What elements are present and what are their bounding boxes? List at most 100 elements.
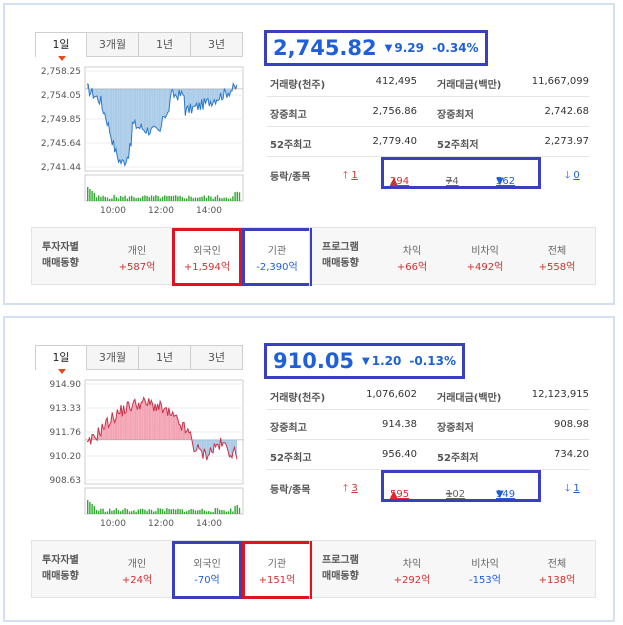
- price-area-segment: [143, 88, 145, 133]
- x-tick-label: 14:00: [196, 519, 222, 526]
- arrow-down-icon: 🡓: [565, 170, 571, 181]
- y-tick-label: 2,745.64: [41, 139, 81, 149]
- price-area-segment: [147, 88, 149, 135]
- tab-1day[interactable]: 1일: [35, 32, 87, 61]
- week52-high-label: 52주최고: [270, 140, 312, 151]
- volume-bar: [102, 508, 104, 514]
- tab-3months[interactable]: 3개월: [87, 345, 139, 370]
- upper-limit-link[interactable]: 3: [351, 483, 358, 494]
- price-area-segment: [206, 88, 209, 100]
- price-area-segment: [195, 88, 197, 107]
- triangle-down-icon: ▼: [496, 176, 504, 187]
- tab-1day[interactable]: 1일: [35, 345, 87, 374]
- price-area-segment: [162, 88, 164, 117]
- volume-bar: [150, 195, 153, 201]
- program-name: 비차익: [471, 246, 499, 257]
- change-percent: -0.13%: [409, 354, 456, 368]
- volume-bar: [124, 195, 126, 201]
- volume-bar: [238, 192, 241, 201]
- x-tick-label: 10:00: [100, 519, 126, 526]
- price-area-segment: [216, 88, 219, 101]
- triangle-up-icon: ▲: [390, 489, 398, 500]
- price-area-segment: [109, 422, 111, 440]
- volume-bar: [232, 511, 234, 514]
- volume-bar: [133, 510, 135, 514]
- tab-1year[interactable]: 1년: [139, 345, 191, 370]
- price-area-segment: [186, 88, 188, 108]
- volume-bar: [192, 198, 194, 201]
- program-value: +292억: [393, 575, 431, 586]
- price-area-segment: [144, 88, 147, 134]
- price-area-segment: [173, 415, 176, 440]
- volume-bar: [210, 511, 212, 514]
- falling-link[interactable]: 562: [496, 176, 516, 187]
- y-tick-label: 914.90: [50, 380, 82, 390]
- volume-bar: [128, 196, 131, 201]
- price-area-segment: [110, 88, 113, 146]
- volume-bar: [93, 193, 95, 201]
- price-area-segment: [137, 402, 139, 440]
- x-tick-label: 12:00: [148, 206, 174, 213]
- advance-decline-label: 등락/종목: [270, 172, 311, 183]
- lower-limit-link[interactable]: 0: [573, 170, 580, 181]
- volume-bar: [216, 508, 219, 514]
- tab-3months[interactable]: 3개월: [87, 32, 139, 57]
- volume-bar: [168, 509, 170, 514]
- tab-3years[interactable]: 3년: [191, 345, 243, 370]
- lower-limit-count[interactable]: 🡓 1: [565, 481, 580, 498]
- volume-bar: [115, 197, 117, 201]
- upper-limit-count[interactable]: 🡑 1: [343, 168, 358, 185]
- program-value: +138억: [538, 575, 576, 586]
- program-title: 프로그램 매매동향: [322, 240, 359, 272]
- volume-bar: [219, 197, 221, 201]
- amount-label: 거래대금(백만): [437, 80, 502, 91]
- volume-bar: [183, 198, 186, 201]
- price-area-segment: [137, 88, 139, 128]
- tab-1year[interactable]: 1년: [139, 32, 191, 57]
- lower-limit-link[interactable]: 1: [573, 483, 580, 494]
- price-area-segment: [144, 400, 147, 440]
- volume-bar: [219, 509, 221, 514]
- volume-bar: [175, 195, 177, 201]
- flat-link[interactable]: 74: [446, 176, 459, 187]
- price-area-segment: [109, 88, 111, 138]
- upper-limit-link[interactable]: 1: [351, 170, 358, 181]
- dash-icon: ━: [446, 489, 453, 500]
- tab-3years[interactable]: 3년: [191, 32, 243, 57]
- volume-bar: [135, 198, 137, 201]
- volume-bar: [139, 198, 142, 201]
- rising-link[interactable]: 294: [390, 176, 410, 187]
- price-area-segment: [150, 88, 152, 134]
- flat-link[interactable]: 102: [446, 489, 466, 500]
- upper-limit-count[interactable]: 🡑 3: [343, 481, 358, 498]
- investor-trading-section: 투자자별 매매동향 개인 +587억 외국인 +1,594억 기관 -2,390…: [31, 227, 596, 286]
- price-area-segment: [206, 439, 209, 461]
- price-area-segment: [124, 88, 127, 166]
- falling-link[interactable]: 949: [496, 489, 516, 500]
- volume-bar: [212, 511, 214, 514]
- y-tick-label: 2,754.05: [41, 91, 81, 101]
- volume-bar: [230, 508, 232, 514]
- volume-bar: [238, 507, 241, 514]
- lower-limit-count[interactable]: 🡓 0: [565, 168, 580, 185]
- change-value: 1.20: [371, 354, 402, 368]
- investor-value: -70억: [194, 575, 220, 586]
- volume-bar: [161, 509, 164, 514]
- price-area-segment: [113, 418, 115, 440]
- investor-name: 외국인: [193, 559, 221, 570]
- price-area-segment: [110, 412, 113, 440]
- rising-link[interactable]: 595: [390, 489, 410, 500]
- investor-institution: 기관 +151억: [242, 541, 312, 599]
- volume-bar: [208, 195, 210, 201]
- volume-bar: [183, 511, 186, 514]
- program-title-line1: 프로그램: [322, 555, 359, 566]
- volume-bar: [142, 196, 144, 201]
- change-arrow-icon: ▼: [362, 355, 370, 367]
- week52-low-label: 52주최저: [437, 140, 479, 151]
- advance-decline-box: ▲ 595 ━ 102 ▼ 949: [381, 470, 541, 502]
- price-area-segment: [129, 88, 132, 147]
- volume-bar: [227, 511, 230, 514]
- price-area-segment: [141, 88, 143, 130]
- volume-bar: [194, 197, 197, 201]
- volume-area: [84, 487, 244, 515]
